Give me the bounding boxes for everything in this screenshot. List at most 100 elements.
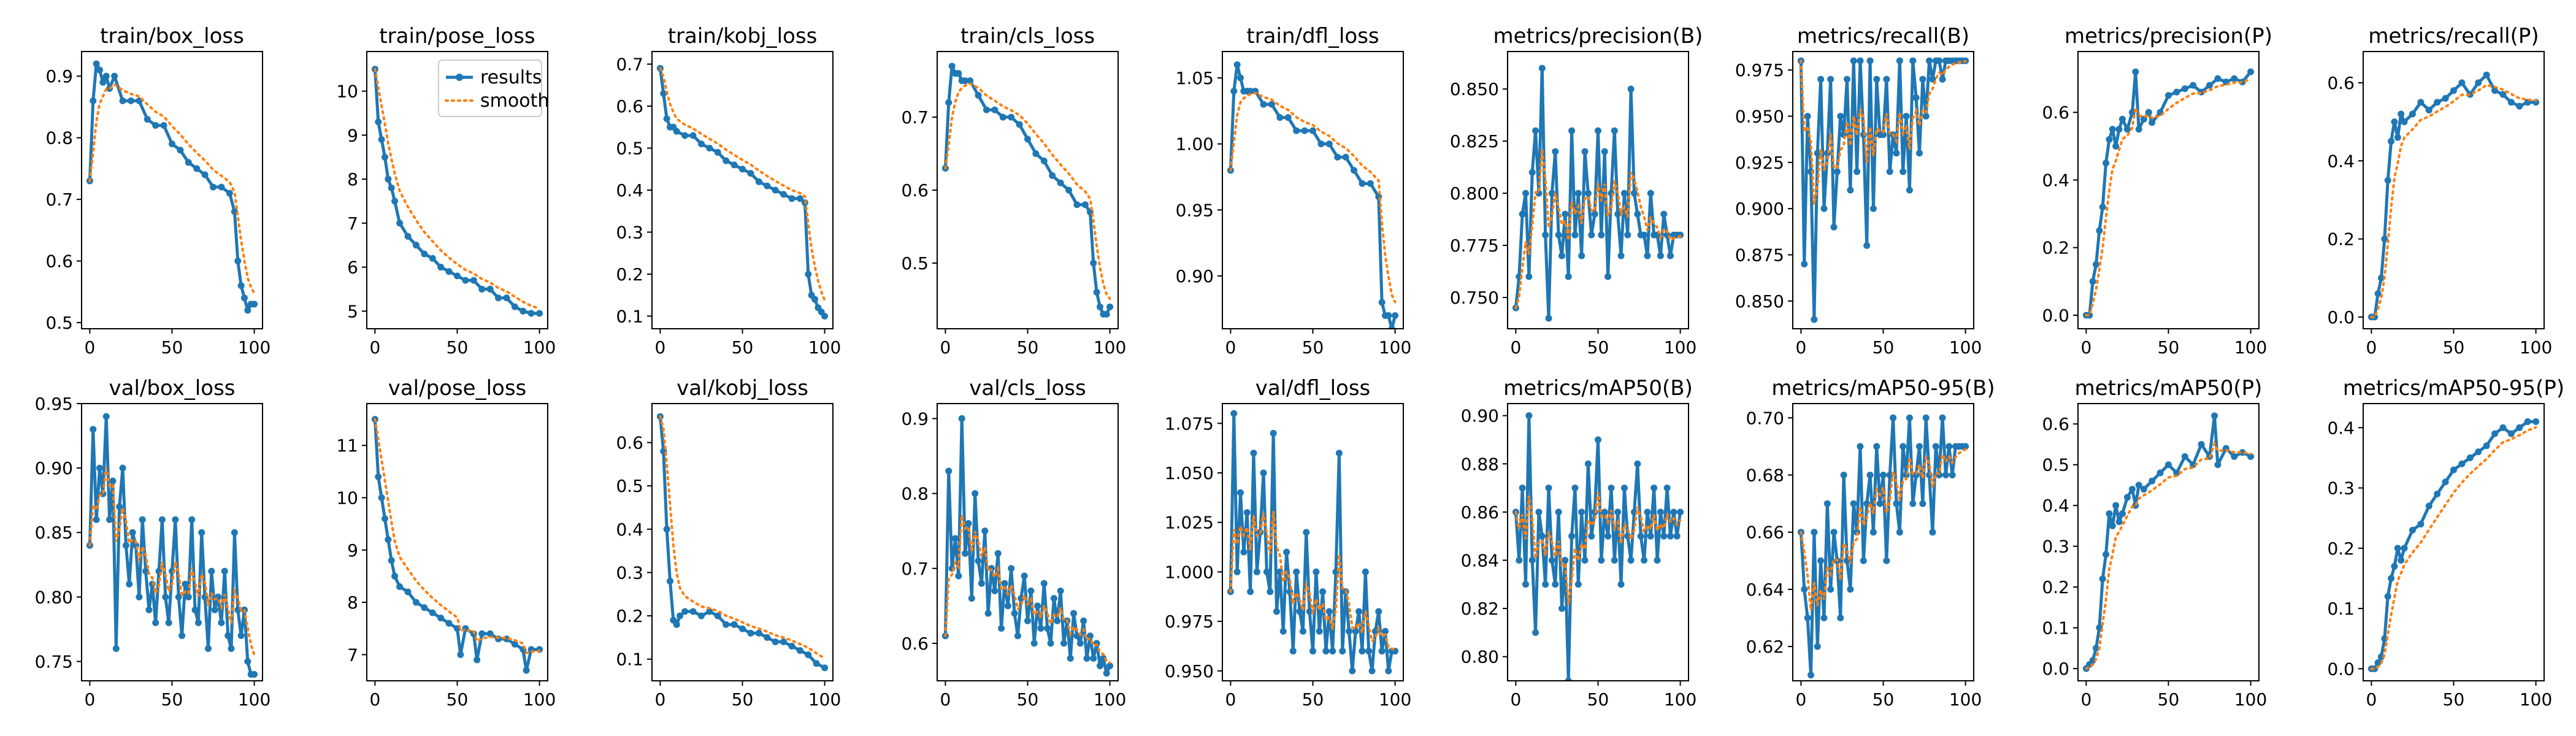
y-tick-label: 0.0	[2327, 307, 2355, 328]
data-point	[210, 183, 217, 191]
x-tick-label: 0	[940, 337, 951, 358]
data-point	[1367, 180, 1374, 187]
y-tick-label: 0.6	[2042, 414, 2069, 434]
data-point	[2483, 71, 2490, 79]
data-point	[1906, 414, 1913, 421]
y-tick-label: 0.7	[901, 107, 929, 128]
data-point	[1001, 580, 1008, 587]
data-point	[2374, 290, 2382, 297]
data-point	[1293, 568, 1300, 575]
data-point	[2239, 79, 2246, 86]
results-line	[1229, 63, 1397, 329]
data-point	[1866, 57, 1874, 64]
data-point	[1624, 231, 1631, 239]
y-tick-label: 0.70	[1746, 408, 1784, 428]
subplot-title: metrics/recall(P)	[2368, 24, 2539, 48]
data-point	[2123, 494, 2131, 501]
series-results	[1512, 412, 1684, 681]
data-point	[1853, 168, 1861, 175]
data-point	[796, 195, 803, 202]
data-point	[375, 118, 382, 126]
data-point	[437, 615, 445, 622]
data-point	[1306, 608, 1313, 615]
y-tick-label: 0.66	[1746, 523, 1784, 543]
data-point	[2247, 68, 2255, 75]
data-point	[1106, 662, 1114, 670]
subplot-title: val/kobj_loss	[677, 376, 808, 401]
data-point	[1301, 127, 1308, 134]
data-point	[1896, 529, 1903, 536]
subplot-15: metrics/mAP50-95(B) 0 50 100 0.62 0.64 0.66 0.6…	[1746, 376, 1995, 710]
data-point	[1584, 460, 1592, 467]
y-tick-label: 0.90	[1461, 406, 1499, 426]
y-tick-label: 0.75	[35, 651, 73, 672]
data-point	[1522, 581, 1529, 588]
y-tick-label: 0.7	[901, 559, 929, 579]
data-point	[1584, 190, 1592, 197]
data-point	[244, 657, 251, 665]
data-point	[1103, 670, 1110, 677]
smooth-line	[1514, 148, 1682, 310]
smooth-line	[2370, 83, 2537, 318]
data-point	[1230, 88, 1238, 95]
data-point	[1883, 75, 1890, 83]
data-point	[478, 630, 486, 637]
x-tick-label: 50	[447, 689, 469, 710]
data-point	[2103, 551, 2110, 558]
data-point	[421, 250, 428, 258]
subplot-2: train/kobj_loss 0 50 100 0.1 0.2 0.3 0.4 0.5 0.6 0…	[616, 24, 841, 358]
data-point	[1814, 150, 1821, 157]
data-point	[1519, 210, 1526, 218]
data-point	[1555, 231, 1562, 239]
data-point	[952, 535, 959, 542]
data-point	[218, 183, 225, 191]
data-point	[162, 593, 169, 600]
data-point	[1650, 485, 1658, 492]
data-point	[2409, 526, 2416, 534]
data-point	[2434, 490, 2441, 497]
y-tick-label: 0.6	[901, 180, 929, 201]
data-point	[1899, 168, 1907, 175]
data-point	[1293, 127, 1300, 134]
x-tick-label: 50	[1873, 689, 1895, 710]
data-point	[404, 232, 412, 240]
series-results	[2082, 68, 2255, 319]
data-point	[1939, 75, 1946, 83]
data-point	[251, 670, 258, 678]
data-point	[1083, 654, 1091, 662]
data-point	[1817, 75, 1825, 83]
data-point	[965, 519, 972, 527]
x-tick-label: 0	[1510, 689, 1521, 710]
data-point	[999, 113, 1006, 121]
legend-box	[438, 59, 542, 117]
data-point	[381, 515, 388, 523]
data-point	[1936, 57, 1943, 64]
data-point	[1850, 57, 1857, 64]
x-tick-label: 50	[1302, 689, 1324, 710]
data-point	[2378, 653, 2385, 661]
data-point	[1644, 252, 1651, 259]
data-point	[1893, 500, 1900, 507]
data-point	[1351, 167, 1358, 174]
data-point	[1627, 556, 1635, 564]
data-point	[1598, 231, 1605, 239]
legend-results-label: results	[480, 67, 542, 88]
x-tick-label: 0	[654, 689, 665, 710]
data-point	[764, 182, 771, 190]
data-point	[2086, 312, 2093, 319]
data-point	[2507, 430, 2515, 437]
data-point	[2391, 562, 2398, 570]
data-point	[2450, 466, 2457, 473]
data-point	[1329, 648, 1336, 655]
data-point	[228, 645, 235, 652]
data-point	[1827, 586, 1834, 593]
data-point	[1385, 667, 1392, 675]
data-point	[660, 90, 667, 97]
data-point	[1880, 131, 1887, 139]
data-point	[1289, 648, 1297, 655]
data-point	[1608, 485, 1615, 492]
data-point	[144, 115, 151, 123]
x-tick-label: 50	[732, 337, 754, 358]
data-point	[984, 610, 992, 617]
data-point	[1637, 532, 1644, 540]
